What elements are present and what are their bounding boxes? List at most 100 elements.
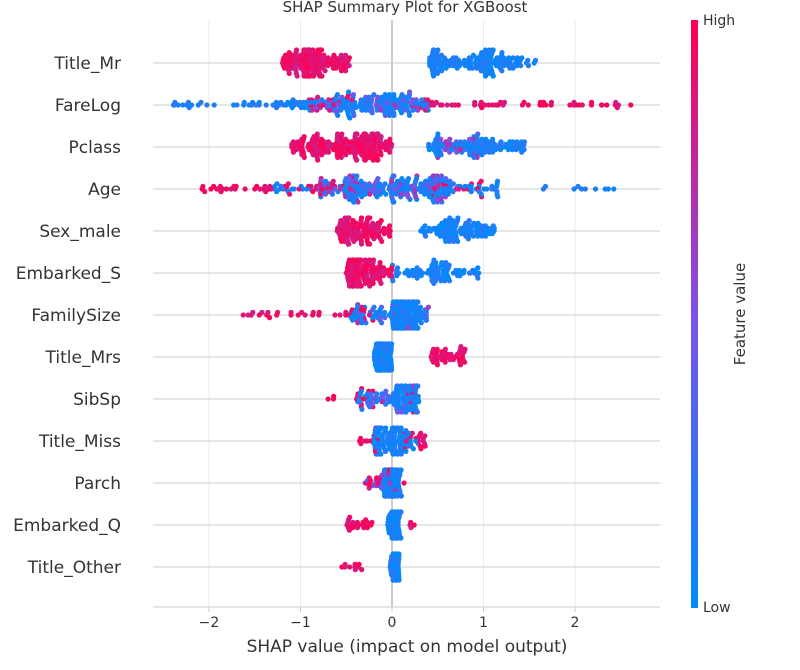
shap-point [356, 262, 362, 268]
shap-point [434, 70, 441, 76]
shap-point [376, 223, 382, 229]
shap-point [375, 357, 381, 363]
shap-point [471, 154, 477, 160]
shap-point [354, 157, 360, 163]
shap-point [259, 309, 265, 315]
shap-point [315, 63, 321, 69]
shap-point [403, 438, 409, 444]
shap-point [487, 231, 493, 237]
shap-point [346, 89, 352, 95]
shap-point [388, 346, 394, 352]
shap-point [362, 131, 368, 137]
shap-point [483, 144, 490, 150]
shap-point [392, 186, 398, 192]
shap-point [335, 102, 341, 108]
feature-label: FamilySize [31, 306, 121, 326]
shap-point [398, 467, 404, 473]
shap-point [567, 102, 573, 108]
shap-point [355, 522, 362, 528]
shap-point [352, 102, 358, 108]
shap-point [358, 99, 364, 105]
shap-point [410, 107, 416, 113]
feature-label: Parch [74, 474, 121, 494]
shap-point [418, 320, 424, 326]
shap-point [378, 218, 384, 224]
shap-point [438, 136, 444, 142]
shap-point [363, 267, 369, 273]
shap-point [379, 354, 385, 360]
shap-point [416, 399, 422, 405]
shap-point [307, 60, 313, 66]
shap-point [392, 532, 398, 539]
shap-point [346, 527, 352, 533]
shap-point [399, 309, 405, 315]
shap-point [467, 136, 473, 142]
shap-point [352, 309, 358, 315]
shap-point [456, 186, 462, 192]
shap-point [376, 265, 383, 271]
feature-label: Pclass [69, 138, 122, 158]
shap-point [379, 238, 385, 244]
shap-point [304, 186, 310, 192]
shap-point [349, 283, 355, 289]
shap-point [489, 225, 495, 231]
shap-point [442, 218, 448, 224]
shap-point [382, 110, 388, 116]
shap-point [349, 262, 355, 268]
shap-point [415, 107, 421, 113]
shap-point [389, 307, 396, 313]
shap-point [431, 57, 437, 64]
shap-point [313, 105, 319, 111]
shap-point [286, 191, 293, 197]
shap-point [402, 386, 408, 392]
shap-point [391, 480, 397, 486]
shap-point [397, 472, 403, 478]
shap-point [425, 181, 431, 187]
shap-point [457, 228, 463, 234]
shap-point [289, 186, 295, 192]
shap-point [406, 404, 412, 410]
shap-point [380, 441, 386, 447]
shap-point [394, 325, 400, 331]
shap-point [470, 233, 476, 239]
shap-point [505, 147, 511, 153]
shap-point [371, 186, 377, 192]
shap-point [453, 223, 459, 229]
shap-point [262, 183, 268, 189]
shap-point [382, 391, 388, 397]
shap-point [332, 63, 339, 69]
shap-point [286, 68, 292, 74]
shap-point [288, 99, 294, 105]
shap-point [363, 225, 369, 231]
shap-point [448, 223, 454, 229]
shap-point [283, 102, 289, 108]
shap-point [373, 364, 379, 370]
shap-point [467, 152, 473, 158]
shap-point [310, 50, 316, 56]
shap-point [407, 186, 413, 192]
shap-point [445, 275, 451, 281]
shap-point [310, 312, 316, 318]
shap-point [293, 70, 299, 76]
shap-point [359, 406, 365, 412]
shap-point [368, 149, 374, 155]
shap-point [242, 186, 248, 192]
shap-point [520, 144, 526, 150]
shap-point [223, 186, 229, 192]
shap-point [358, 241, 365, 247]
shap-point [468, 147, 475, 153]
shap-point [406, 325, 412, 331]
shap-point [456, 357, 462, 363]
shap-point [314, 50, 320, 56]
shap-point [352, 315, 358, 321]
shap-point [461, 267, 467, 273]
shap-point [475, 63, 482, 69]
shap-point [435, 47, 441, 53]
shap-point [473, 57, 479, 64]
shap-point [390, 173, 396, 179]
shap-point [326, 189, 332, 195]
shap-point [375, 351, 381, 357]
shap-point [440, 231, 446, 237]
shap-point [478, 231, 484, 237]
shap-point [365, 262, 371, 268]
